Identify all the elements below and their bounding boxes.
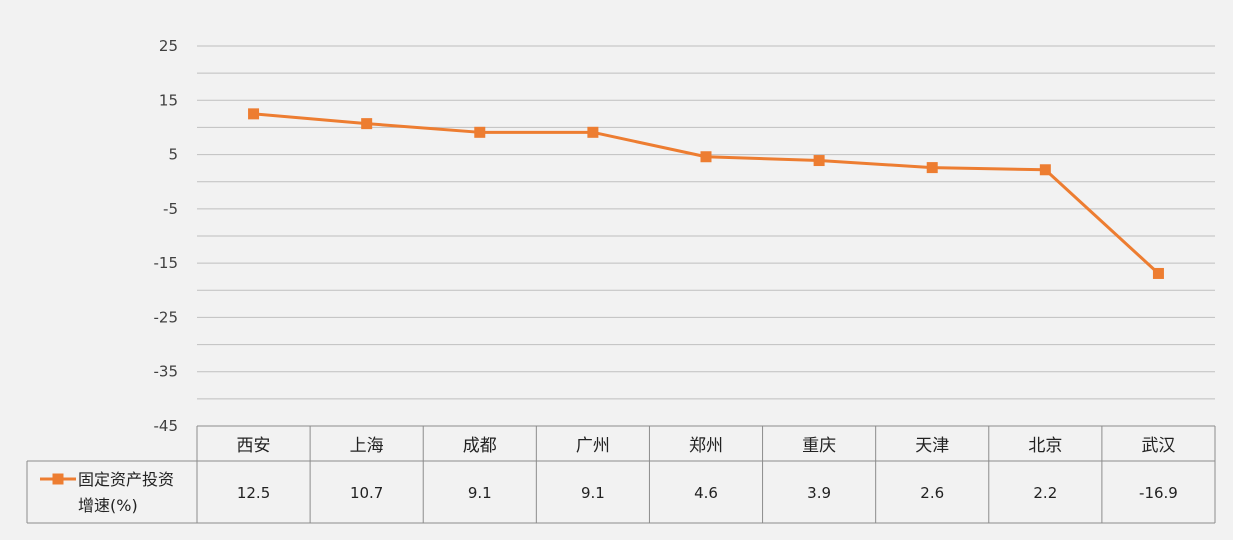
y-tick-label: -25	[154, 308, 179, 326]
legend-marker-icon	[52, 473, 64, 485]
category-label: 北京	[1028, 436, 1062, 456]
data-table-value: 2.2	[1033, 484, 1057, 502]
data-point-marker	[361, 118, 373, 130]
data-point-marker	[926, 162, 938, 174]
data-point-marker	[1152, 267, 1164, 279]
data-table-value: 9.1	[581, 484, 605, 502]
data-point-marker	[813, 155, 825, 167]
y-tick-label: 25	[159, 37, 178, 55]
data-table-value: 12.5	[237, 484, 270, 502]
y-tick-label: -5	[163, 200, 178, 218]
legend-label-line1: 固定资产投资	[78, 470, 174, 489]
data-point-marker	[700, 151, 712, 163]
category-label: 成都	[463, 436, 497, 456]
category-label: 上海	[350, 436, 384, 456]
data-table-value: 9.1	[468, 484, 492, 502]
y-tick-label: -35	[154, 363, 179, 381]
category-label: 郑州	[689, 436, 723, 456]
y-tick-label: 5	[168, 146, 178, 164]
category-label: 武汉	[1141, 436, 1175, 456]
y-tick-label: 15	[159, 91, 178, 109]
data-point-marker	[248, 108, 260, 120]
category-label: 天津	[915, 436, 949, 456]
data-table-value: 2.6	[920, 484, 944, 502]
data-table-value: -16.9	[1139, 484, 1178, 502]
data-table-value: 4.6	[694, 484, 718, 502]
series-line	[253, 112, 1160, 275]
data-point-marker	[587, 126, 599, 138]
y-tick-label: -15	[154, 254, 179, 272]
data-point-marker	[1039, 164, 1051, 176]
data-point-marker	[474, 126, 486, 138]
y-tick-label: -45	[154, 417, 179, 435]
category-label: 广州	[576, 436, 610, 456]
data-table-value: 10.7	[350, 484, 383, 502]
category-label: 重庆	[802, 436, 836, 456]
legend-label-line2: 增速(%)	[78, 496, 138, 515]
category-label: 西安	[237, 436, 271, 456]
data-table-value: 3.9	[807, 484, 831, 502]
